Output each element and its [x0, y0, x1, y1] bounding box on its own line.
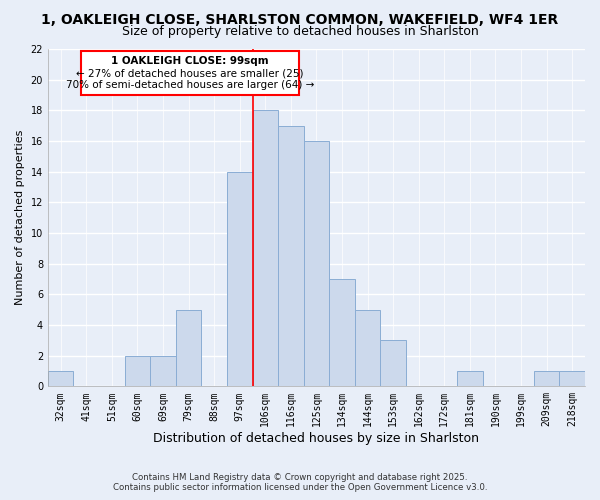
Bar — [125, 356, 150, 386]
Bar — [278, 126, 304, 386]
X-axis label: Distribution of detached houses by size in Sharlston: Distribution of detached houses by size … — [154, 432, 479, 445]
Bar — [304, 141, 329, 386]
Bar — [457, 371, 482, 386]
Text: 70% of semi-detached houses are larger (64) →: 70% of semi-detached houses are larger (… — [65, 80, 314, 90]
Text: ← 27% of detached houses are smaller (25): ← 27% of detached houses are smaller (25… — [76, 68, 304, 78]
Bar — [176, 310, 202, 386]
Bar — [380, 340, 406, 386]
Bar — [534, 371, 559, 386]
FancyBboxPatch shape — [81, 50, 299, 95]
Bar — [559, 371, 585, 386]
Bar — [355, 310, 380, 386]
Text: Size of property relative to detached houses in Sharlston: Size of property relative to detached ho… — [122, 25, 478, 38]
Bar — [253, 110, 278, 386]
Text: 1, OAKLEIGH CLOSE, SHARLSTON COMMON, WAKEFIELD, WF4 1ER: 1, OAKLEIGH CLOSE, SHARLSTON COMMON, WAK… — [41, 12, 559, 26]
Bar — [48, 371, 73, 386]
Bar — [227, 172, 253, 386]
Y-axis label: Number of detached properties: Number of detached properties — [15, 130, 25, 306]
Bar — [329, 279, 355, 386]
Text: Contains HM Land Registry data © Crown copyright and database right 2025.
Contai: Contains HM Land Registry data © Crown c… — [113, 473, 487, 492]
Bar — [150, 356, 176, 386]
Text: 1 OAKLEIGH CLOSE: 99sqm: 1 OAKLEIGH CLOSE: 99sqm — [111, 56, 269, 66]
